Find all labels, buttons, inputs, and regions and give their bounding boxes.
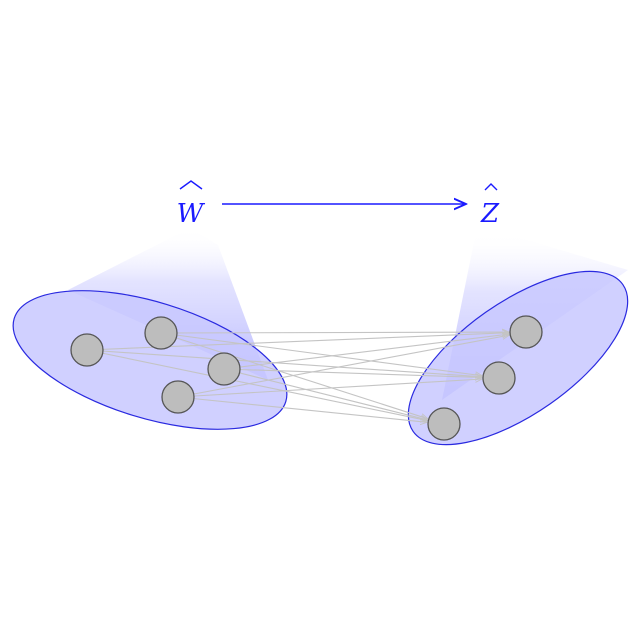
edge-n2-m2: [160, 332, 482, 376]
hat-icon: [484, 183, 498, 191]
source-node[interactable]: [70, 333, 104, 367]
edge-n1-m2: [86, 349, 482, 377]
edge-n4-m3: [177, 396, 427, 422]
source-label-group: W: [177, 180, 206, 229]
edge-n3-m3: [223, 368, 428, 420]
edge-n2-m3: [160, 332, 428, 419]
wide-hat-icon: [179, 180, 203, 190]
edge-n4-m1: [177, 335, 509, 398]
source-node[interactable]: [207, 352, 241, 386]
edge-n2-m1: [160, 332, 509, 333]
edge-n4-m2: [177, 379, 482, 398]
target-label: Z: [480, 199, 500, 229]
edge-layer: [86, 332, 509, 422]
edge-n1-m3: [86, 349, 427, 421]
target-node[interactable]: [427, 407, 461, 441]
edge-n3-m2: [223, 368, 482, 377]
target-label-group: Z: [480, 183, 500, 229]
edge-n3-m1: [223, 334, 509, 370]
target-ellipse: [407, 270, 629, 446]
source-node[interactable]: [161, 380, 195, 414]
source-label: W: [177, 199, 206, 229]
source-node[interactable]: [144, 316, 178, 350]
target-node[interactable]: [509, 315, 543, 349]
target-node[interactable]: [482, 361, 516, 395]
node-layer: [70, 315, 543, 441]
